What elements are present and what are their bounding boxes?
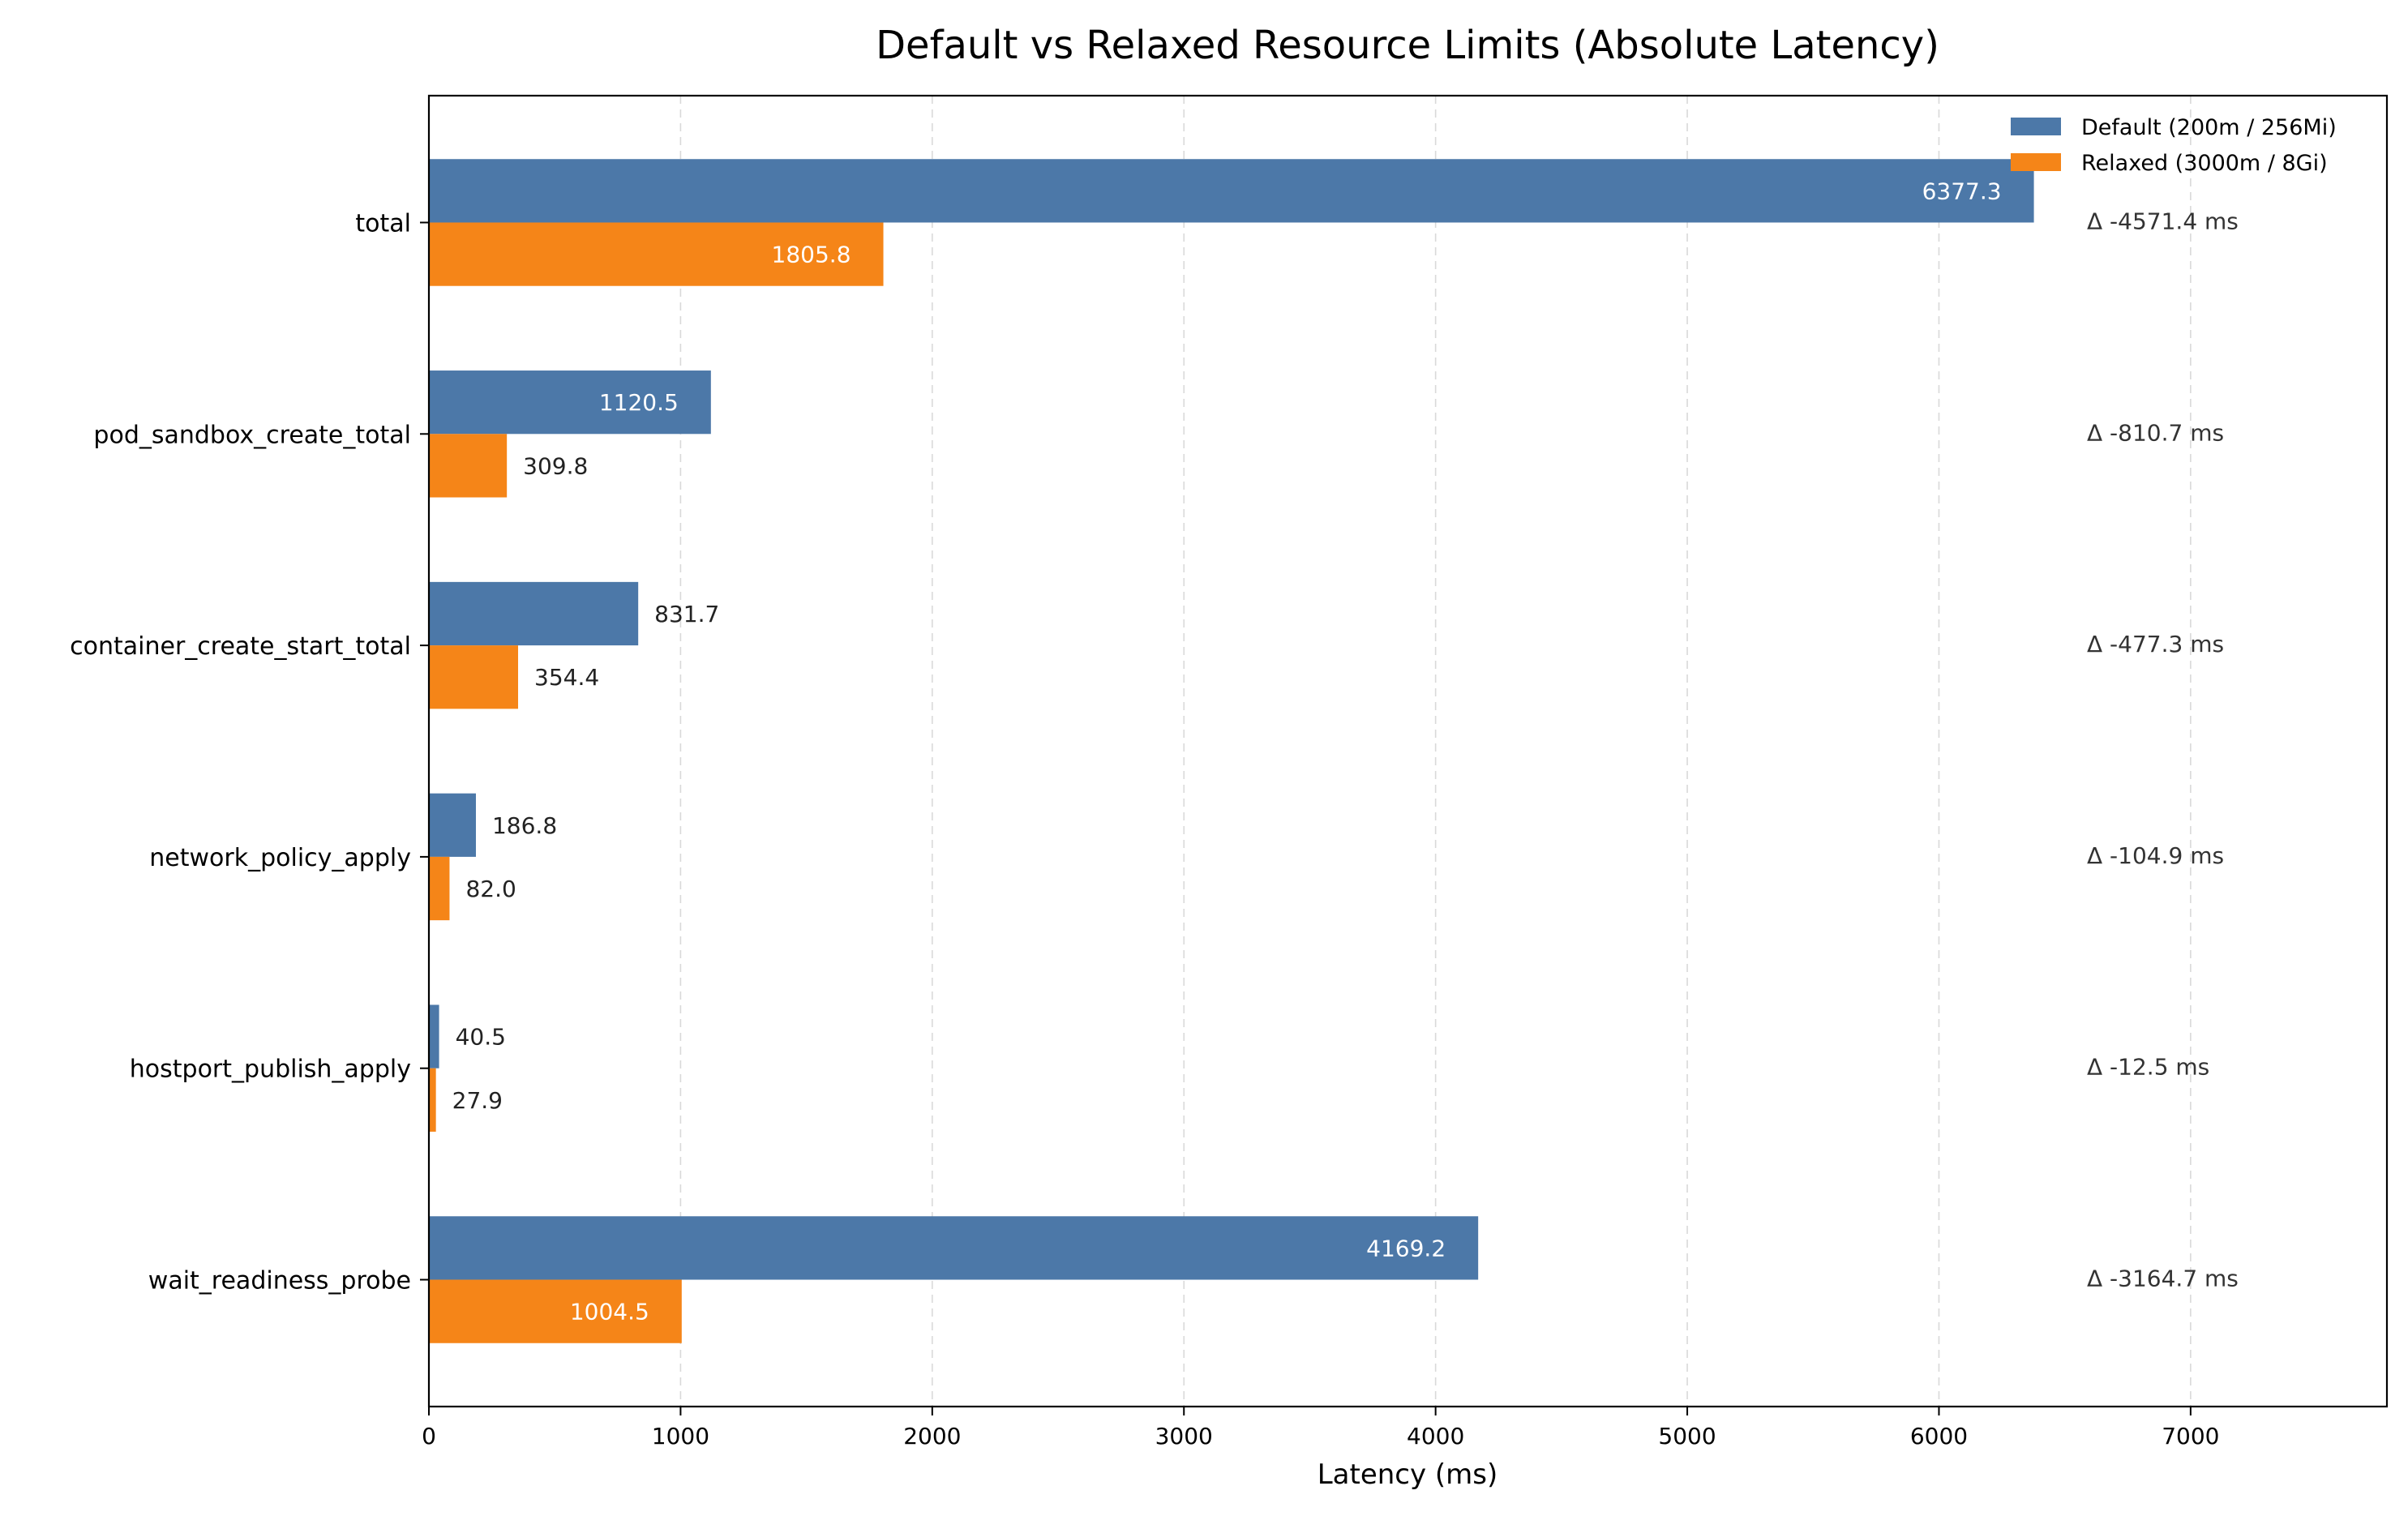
y-axis: total pod_sandbox_create_total container_c… [70,209,429,1295]
bar-value-label: 1805.8 [772,242,851,268]
y-tick-label: container_create_start_total [70,632,411,661]
bar-value-label: 82.0 [465,876,516,902]
bar-relaxed [429,856,450,921]
plot-frame [427,94,2389,1408]
y-tick-label: pod_sandbox_create_total [93,421,411,449]
x-tick-label: 7000 [2162,1423,2219,1450]
legend-swatch [2011,153,2061,171]
bar-default [429,793,476,857]
bar-relaxed [429,645,519,709]
x-axis-label: Latency (ms) [1318,1458,1498,1491]
bar-relaxed [429,1279,682,1343]
chart-title: Default vs Relaxed Resource Limits (Abso… [876,23,1939,68]
bar-value-label: 186.8 [492,812,557,839]
x-tick-label: 1000 [652,1423,709,1450]
x-tick-label: 3000 [1155,1423,1213,1450]
y-tick-label: hostport_publish_apply [130,1056,411,1084]
bar-default [429,1004,439,1068]
x-tick-label: 4000 [1407,1423,1464,1450]
y-tick-label: total [355,209,411,238]
y-tick-label: wait_readiness_probe [148,1267,411,1295]
delta-label: Δ -12.5 ms [2087,1054,2209,1081]
bar-value-label: 6377.3 [1922,178,2002,204]
bar-value-label: 1120.5 [599,389,679,416]
delta-label: Δ -4571.4 ms [2087,208,2239,234]
delta-labels: Δ -4571.4 ms Δ -810.7 ms Δ -477.3 ms Δ -104… [2087,208,2239,1291]
y-tick-label: network_policy_apply [149,844,411,872]
delta-label: Δ -104.9 ms [2087,842,2224,869]
bar-value-label: 27.9 [452,1087,503,1114]
legend: Default (200m / 256Mi) Relaxed (3000m / 8… [2011,115,2337,176]
bar-relaxed [429,1068,436,1132]
legend-label: Relaxed (3000m / 8Gi) [2081,151,2328,176]
legend-swatch [2011,118,2061,135]
delta-label: Δ -810.7 ms [2087,419,2224,446]
bar-default [429,581,639,646]
bar-value-label: 40.5 [456,1024,506,1051]
bar-relaxed [429,434,508,498]
bars [429,159,2034,1343]
delta-label: Δ -477.3 ms [2087,631,2224,657]
bar-default [429,1216,1479,1280]
bar-relaxed [429,222,884,286]
bar-value-label: 1004.5 [570,1299,649,1325]
x-axis: 0 1000 2000 3000 4000 5000 6000 7000 [422,1407,2220,1450]
x-tick-label: 6000 [1910,1423,1968,1450]
bar-labels: 6377.3 1805.8 1120.5 309.8 831.7 354.4 186.8 82… [452,178,2002,1325]
bar-value-label: 831.7 [654,601,719,627]
bar-value-label: 309.8 [523,452,588,479]
bar-value-label: 4169.2 [1366,1235,1446,1261]
legend-label: Default (200m / 256Mi) [2081,115,2337,140]
bar-default [429,370,711,435]
x-tick-label: 0 [422,1423,436,1450]
x-tick-label: 5000 [1658,1423,1716,1450]
bar-value-label: 354.4 [534,664,599,691]
delta-label: Δ -3164.7 ms [2087,1265,2239,1292]
x-tick-label: 2000 [903,1423,961,1450]
bar-default [429,159,2034,223]
grid-lines [679,96,2192,1407]
